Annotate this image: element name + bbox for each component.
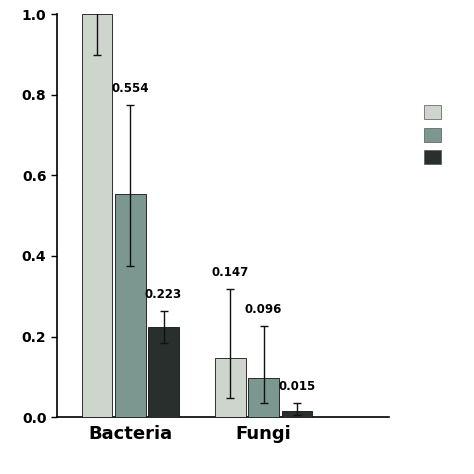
Bar: [82, 14, 112, 417]
Text: 0.223: 0.223: [145, 288, 182, 301]
Text: 0.147: 0.147: [211, 266, 249, 279]
Bar: [115, 194, 146, 417]
Bar: [282, 411, 312, 417]
Bar: [215, 358, 246, 417]
Text: 0.554: 0.554: [111, 82, 149, 95]
Text: 0.096: 0.096: [245, 303, 282, 316]
Bar: [148, 327, 179, 417]
Text: 0.015: 0.015: [278, 380, 316, 393]
Bar: [248, 378, 279, 417]
Legend: , , : , ,: [421, 102, 455, 168]
